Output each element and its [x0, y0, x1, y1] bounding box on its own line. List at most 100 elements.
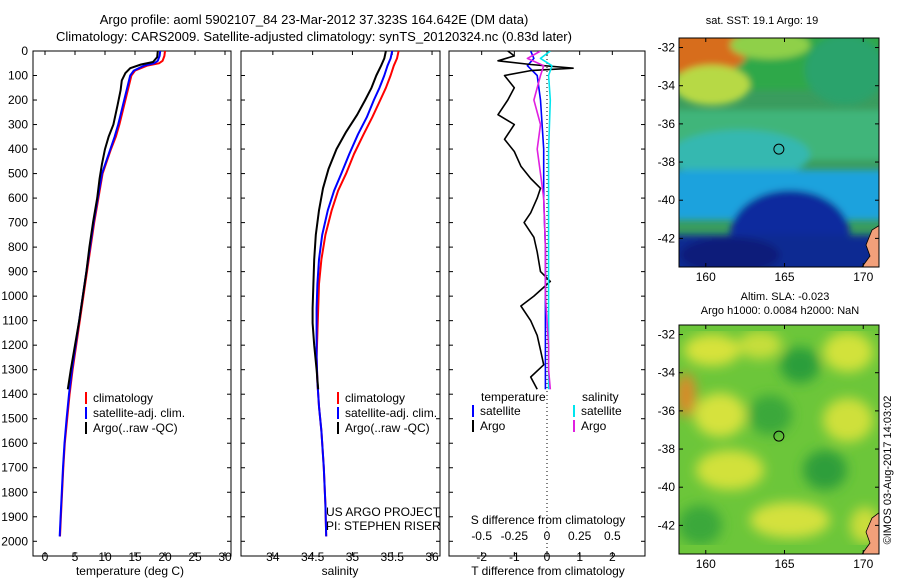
x-tick-label: 0 [544, 550, 551, 564]
x-tick-label: 2 [609, 550, 616, 564]
sst-map [679, 38, 879, 267]
depth-tick-label: 1100 [2, 314, 28, 328]
temperature-x-axis: 0 5 10 15 20 25 30 [42, 51, 232, 564]
depth-tick-label: 100 [8, 69, 28, 83]
sla-yellow-sw [696, 450, 764, 490]
map-y-tick-label: -36 [658, 404, 676, 418]
temperature-series [58, 51, 166, 537]
salinity-x-axis: 34 34.5 35 35.5 36 [266, 51, 439, 564]
difference-legend-temperature-title: temperature [481, 390, 546, 404]
depth-axis: 0 100 200 300 400 500 600 700 800 900 1000 1100 1200… [1, 44, 645, 548]
x-tick-label: 35.5 [381, 550, 405, 564]
temperature-legend: climatology satellite-adj. clim. Argo(..… [85, 391, 185, 435]
map-y-tick-label: -38 [658, 442, 676, 456]
x-tick-label: 5 [72, 550, 79, 564]
depth-tick-label: 1800 [1, 485, 28, 499]
series-line-argo-raw-qc- [311, 51, 387, 390]
temperature-x-label: temperature (deg C) [76, 564, 184, 578]
sla-map-axes: 160 165 170 -32 -34 -36 -38 -40 -42 [658, 325, 879, 571]
map-x-tick-label: 160 [696, 557, 716, 571]
x-tick-label: 20 [158, 550, 172, 564]
depth-tick-label: 1200 [1, 338, 28, 352]
map-y-tick-label: -40 [658, 480, 676, 494]
timestamp-credit: ©IMOS 03-Aug-2017 14:03:02 [882, 396, 894, 545]
x-tick-label: 34 [266, 550, 280, 564]
depth-tick-label: 300 [8, 118, 28, 132]
series-line-temperature-argo [497, 51, 574, 390]
depth-tick-label: 700 [8, 216, 28, 230]
x-tick-label: 36 [425, 550, 439, 564]
difference-x2-label: S difference from climatology [471, 513, 626, 527]
difference-legend-salinity-title: salinity [582, 390, 619, 404]
sla-orange-west [679, 373, 696, 417]
depth-tick-label: 800 [8, 240, 28, 254]
salinity-series [311, 51, 400, 537]
depth-tick-label: 1700 [1, 461, 28, 475]
sst-map-title: sat. SST: 19.1 Argo: 19 [706, 15, 819, 27]
x-tick-label: 35 [346, 550, 360, 564]
sla-map-title: Altim. SLA: -0.023 [741, 291, 830, 303]
sla-green-dark-4 [679, 505, 722, 545]
depth-tick-label: 1300 [1, 363, 28, 377]
series-line-salinity-satellite [539, 51, 553, 390]
sla-yellow-e [823, 398, 873, 442]
series-line-temperature-satellite [526, 51, 547, 390]
depth-tick-label: 1500 [1, 412, 28, 426]
sst-yellow-patch [679, 65, 750, 105]
depth-tick-label: 0 [21, 44, 28, 58]
difference-legend-sal-argo: Argo [581, 419, 607, 433]
sst-argo-marker [773, 143, 785, 155]
temperature-legend-satellite: satellite-adj. clim. [93, 406, 185, 420]
depth-tick-label: 1600 [1, 436, 28, 450]
series-line-salinity-argo [526, 51, 552, 390]
figure-title-line2: Climatology: CARS2009. Satellite-adjuste… [56, 29, 572, 44]
sla-green-dark-1 [780, 347, 820, 383]
sst-cyan-patch [679, 130, 810, 180]
salinity-legend-argo: Argo(..raw -QC) [345, 421, 430, 435]
series-line-climatology [59, 51, 166, 537]
temperature-legend-argo: Argo(..raw -QC) [93, 421, 178, 435]
sst-warm-east [730, 38, 810, 59]
map-y-tick-label: -32 [658, 41, 676, 55]
x2-tick-label: 0.25 [568, 529, 592, 543]
salinity-panel-frame [240, 50, 441, 557]
salinity-legend-satellite: satellite-adj. clim. [345, 406, 437, 420]
x2-tick-label: -0.25 [501, 529, 529, 543]
x-tick-label: 15 [128, 550, 142, 564]
sst-field [679, 38, 879, 267]
sla-green-dark-3 [803, 450, 847, 490]
sst-map-frame [678, 37, 880, 268]
pi-credit: PI: STEPHEN RISER [326, 519, 441, 533]
sst-green-east [805, 38, 879, 105]
x2-tick-label: 0.5 [604, 529, 621, 543]
sla-yellow-nw [684, 334, 740, 366]
depth-tick-label: 1400 [1, 387, 28, 401]
map-y-tick-label: -40 [658, 193, 676, 207]
depth-tick-label: 1000 [1, 289, 28, 303]
map-x-tick-label: 170 [853, 270, 873, 284]
sla-map-subtitle: Argo h1000: 0.0084 h2000: NaN [701, 305, 859, 317]
map-y-tick-label: -34 [658, 79, 676, 93]
sla-yellow-w [694, 393, 746, 437]
depth-tick-label: 900 [8, 265, 28, 279]
map-y-tick-label: -34 [658, 366, 676, 380]
depth-tick-label: 600 [8, 191, 28, 205]
map-y-tick-label: -42 [658, 518, 676, 532]
difference-series [497, 51, 574, 390]
temperature-panel-frame [32, 50, 232, 557]
figure-title-line1: Argo profile: aoml 5902107_84 23-Mar-201… [100, 12, 529, 27]
depth-tick-label: 2000 [1, 534, 28, 548]
x-tick-label: 10 [98, 550, 112, 564]
series-line-satellite-adj-clim- [58, 51, 162, 537]
map-x-tick-label: 170 [853, 557, 873, 571]
sst-map-axes: 160 165 170 -32 -34 -36 -38 -40 -42 [658, 38, 879, 284]
series-line-climatology [315, 51, 400, 537]
depth-tick-label: 500 [8, 167, 28, 181]
series-line-argo-raw-qc- [66, 51, 159, 390]
sst-cold-core [680, 237, 780, 267]
x-tick-label: -1 [509, 550, 520, 564]
difference-legend-sal-satellite: satellite [581, 404, 622, 418]
x-tick-label: 1 [576, 550, 583, 564]
